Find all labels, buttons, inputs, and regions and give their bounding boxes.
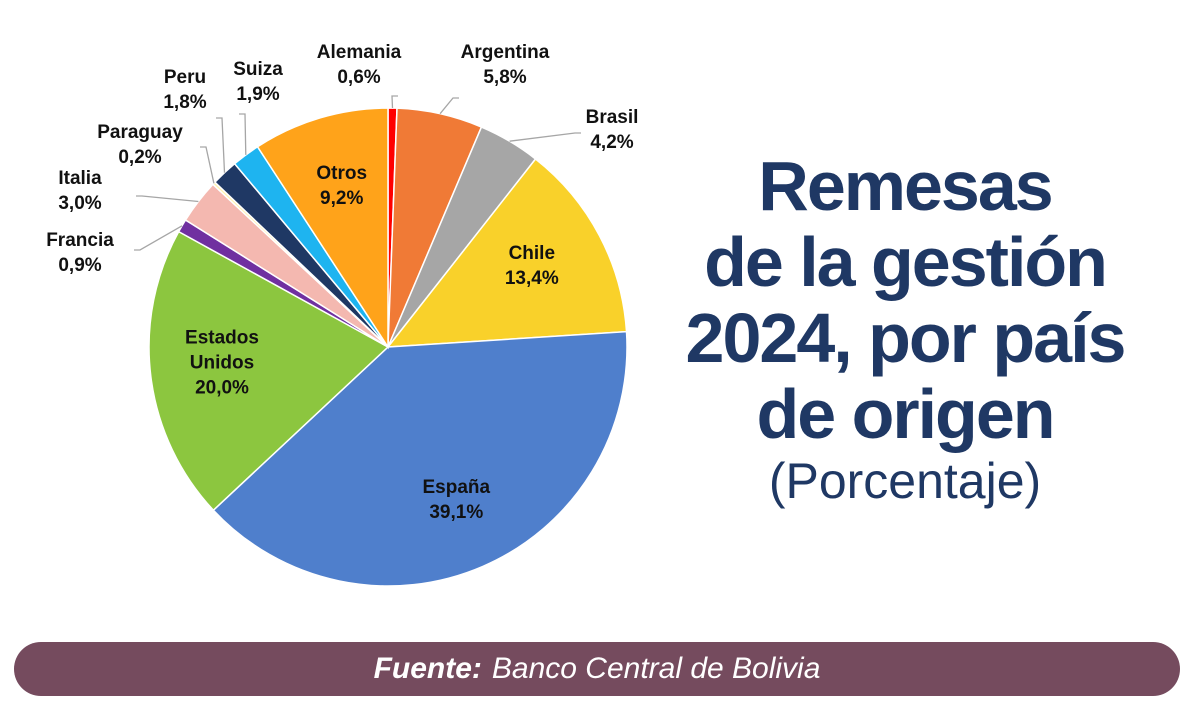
- slice-name: España: [423, 477, 491, 498]
- slice-label-paraguay: Paraguay 0,2%: [97, 122, 183, 168]
- slice-label-argentina: Argentina 5,8%: [461, 42, 550, 88]
- pie-chart: Alemania 0,6% Argentina 5,8% Brasil 4,2% Chile…: [46, 42, 638, 587]
- source-bar: Fuente: Banco Central de Bolivia: [14, 642, 1180, 696]
- slice-labels: Alemania 0,6% Argentina 5,8% Brasil 4,2% Chile…: [46, 42, 638, 523]
- slice-value: 5,8%: [483, 67, 526, 88]
- slice-name: Otros: [316, 163, 367, 184]
- leader-line-italia: [136, 195, 199, 203]
- slice-label-peru: Peru 1,8%: [163, 67, 206, 113]
- slice-value: 1,8%: [163, 92, 206, 113]
- slice-label-estados-unidos: Estados Unidos 20,0%: [185, 328, 259, 399]
- chart-subtitle: (Porcentaje): [768, 453, 1042, 509]
- slice-name: Paraguay: [97, 122, 183, 143]
- slice-name: Estados: [185, 328, 259, 349]
- slice-name: Brasil: [586, 107, 639, 128]
- pie-slice-chile: [386, 157, 628, 348]
- slice-value: 3,0%: [58, 193, 101, 214]
- slice-value: 4,2%: [590, 132, 633, 153]
- slice-value: 1,9%: [236, 84, 279, 105]
- slice-label-chile: Chile 13,4%: [505, 243, 559, 289]
- leader-lines: [134, 95, 581, 251]
- slice-name: Alemania: [317, 42, 402, 63]
- pie-slice-espana: [212, 330, 628, 587]
- chart-title-line: 2024, por país: [685, 299, 1127, 377]
- leader-line-paraguay: [200, 146, 215, 184]
- slice-label-francia: Francia 0,9%: [46, 230, 114, 276]
- slice-value: 0,6%: [337, 67, 380, 88]
- pie-slice-otros: [256, 107, 389, 350]
- slice-label-suiza: Suiza 1,9%: [233, 59, 283, 105]
- leader-line-peru: [216, 117, 226, 173]
- chart-title-line: de la gestión: [704, 223, 1108, 301]
- slice-label-otros: Otros 9,2%: [316, 163, 367, 209]
- slice-name: Francia: [46, 230, 114, 251]
- slice-value: 39,1%: [429, 502, 483, 523]
- slice-value: 13,4%: [505, 268, 559, 289]
- slice-label-brasil: Brasil 4,2%: [586, 107, 639, 153]
- leader-line-argentina: [439, 97, 459, 115]
- chart-title-block: Remesas de la gestión 2024, por país de …: [640, 148, 1170, 512]
- slice-name: Suiza: [233, 59, 283, 80]
- slice-name: Italia: [58, 168, 102, 189]
- source-label: Fuente:: [373, 652, 482, 685]
- slice-label-espana: España 39,1%: [423, 477, 491, 523]
- leader-line-suiza: [239, 113, 247, 155]
- chart-title-line: Remesas: [758, 147, 1053, 225]
- slice-label-italia: Italia 3,0%: [58, 168, 102, 214]
- slice-value: 9,2%: [320, 188, 363, 209]
- chart-title-line: de origen: [756, 375, 1055, 453]
- slice-name: Argentina: [461, 42, 550, 63]
- slice-value: 0,9%: [58, 255, 101, 276]
- slice-value: 0,2%: [118, 147, 161, 168]
- slice-name: Chile: [509, 243, 555, 264]
- leader-line-alemania: [391, 95, 398, 109]
- leader-line-brasil: [509, 132, 581, 142]
- leader-line-francia: [134, 225, 183, 251]
- slice-name: Peru: [164, 67, 206, 88]
- slice-value: 20,0%: [195, 378, 249, 399]
- source-text: Banco Central de Bolivia: [491, 652, 821, 685]
- slice-label-alemania: Alemania 0,6%: [317, 42, 402, 88]
- slice-name: Unidos: [190, 353, 254, 374]
- pie-slice-estados-unidos: [148, 230, 390, 512]
